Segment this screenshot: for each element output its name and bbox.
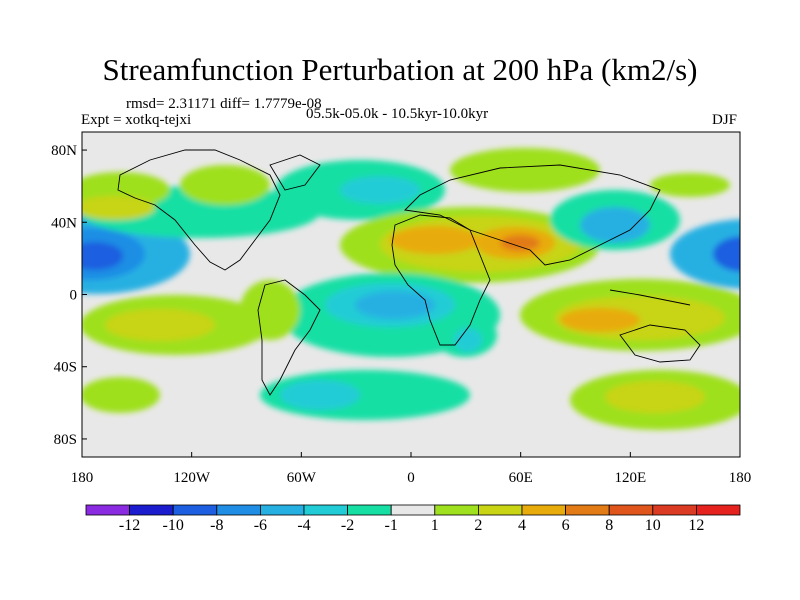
greenland-outline xyxy=(269,154,321,191)
contour-spac-sw-pos2 xyxy=(82,377,160,413)
contour-easia-neg4 xyxy=(580,207,650,243)
colorbar-label: 2 xyxy=(474,517,483,534)
lon-tick-label: 120W xyxy=(173,470,211,486)
colorbar-label: -10 xyxy=(162,517,184,534)
eurasia-outline xyxy=(404,164,661,266)
colorbar-label: -4 xyxy=(297,517,311,534)
lon-tick-label: 0 xyxy=(407,470,415,486)
lon-tick-label: 60E xyxy=(509,470,533,486)
lat-tick-label: 40N xyxy=(51,215,77,231)
colorbar-swatch xyxy=(259,504,305,516)
colorbar-swatch xyxy=(85,504,130,516)
contour-spac-pos4 xyxy=(105,309,215,341)
experiment-label: Expt = xotkq-tejxi xyxy=(81,112,192,128)
colorbar-swatch xyxy=(434,504,479,516)
contour-canada-pos2 xyxy=(180,165,270,205)
contour-arabia-pos8 xyxy=(500,235,540,251)
contour-sio-neg2 xyxy=(454,328,482,352)
colorbar-swatch xyxy=(347,504,392,516)
north-america-outline xyxy=(117,149,281,271)
filled-contours xyxy=(82,148,740,430)
colorbar-label: 1 xyxy=(430,517,439,534)
rmsd-diff-stats: rmsd= 2.31171 diff= 1.7779e-08 xyxy=(126,96,322,112)
lon-tick-label: 180 xyxy=(71,470,94,486)
contour-wpac-neg4 xyxy=(670,219,740,289)
colorbar-swatch xyxy=(477,504,523,516)
contour-arctic-pos2 xyxy=(450,148,600,192)
contour-natl-neg2 xyxy=(340,176,420,204)
colorbar-swatch xyxy=(521,504,566,516)
lat-tick-label: 40S xyxy=(54,360,77,376)
lon-tick-label: 180 xyxy=(729,470,752,486)
plot-title: Streamfunction Perturbation at 200 hPa (… xyxy=(102,52,698,87)
colorbar-swatch xyxy=(129,504,174,516)
colorbar-swatch xyxy=(696,504,741,516)
contour-mc-pos6 xyxy=(560,308,640,332)
contour-satl-neg2 xyxy=(280,380,360,410)
contour-npac-neg8 xyxy=(82,242,123,270)
colorbar-label: -1 xyxy=(384,517,398,534)
colorbar-swatch xyxy=(390,504,436,516)
colorbar-swatch xyxy=(303,504,348,516)
colorbar-swatch xyxy=(565,504,610,516)
longitude-axis: 180 120W 60W 0 60E 120E 180 xyxy=(71,452,752,486)
period-label: 05.5k-05.0k - 10.5kyr-10.0kyr xyxy=(306,106,489,122)
australia-outline xyxy=(619,324,701,363)
south-america-outline xyxy=(257,279,321,396)
contour-field xyxy=(82,132,740,457)
season-label: DJF xyxy=(712,112,738,128)
colorbar xyxy=(85,504,741,516)
colorbar-label: 12 xyxy=(688,517,705,534)
colorbar-swatch xyxy=(172,504,218,516)
lat-tick-label: 0 xyxy=(70,288,78,304)
contour-nafr-pos6 xyxy=(390,226,480,254)
contour-npac-pos4 xyxy=(82,196,155,220)
contour-so-pos4 xyxy=(605,381,705,413)
lon-tick-label: 60W xyxy=(287,470,317,486)
colorbar-label: 10 xyxy=(644,517,661,534)
lat-tick-label: 80N xyxy=(51,143,77,159)
lat-tick-label: 80S xyxy=(54,432,77,448)
colorbar-label: 4 xyxy=(518,517,526,534)
colorbar-swatch xyxy=(608,504,654,516)
colorbar-label: 8 xyxy=(605,517,614,534)
contour-npac-east-pos2 xyxy=(650,173,730,197)
colorbar-swatch xyxy=(652,504,697,516)
colorbar-label: -2 xyxy=(340,517,355,534)
contour-wpac-neg8 xyxy=(713,236,740,272)
colorbar-label: -8 xyxy=(210,517,224,534)
colorbar-swatch xyxy=(216,504,261,516)
coastlines xyxy=(117,149,701,396)
africa-outline xyxy=(391,214,491,346)
colorbar-label: -6 xyxy=(253,517,268,534)
lon-tick-label: 120E xyxy=(614,470,646,486)
colorbar-label: -12 xyxy=(118,517,141,534)
latitude-axis: 80N 40N 0 40S 80S xyxy=(51,143,87,448)
colorbar-label: 6 xyxy=(561,517,570,534)
contour-trop-atl-neg4 xyxy=(355,291,435,319)
maritime-continent-outline xyxy=(609,289,691,306)
